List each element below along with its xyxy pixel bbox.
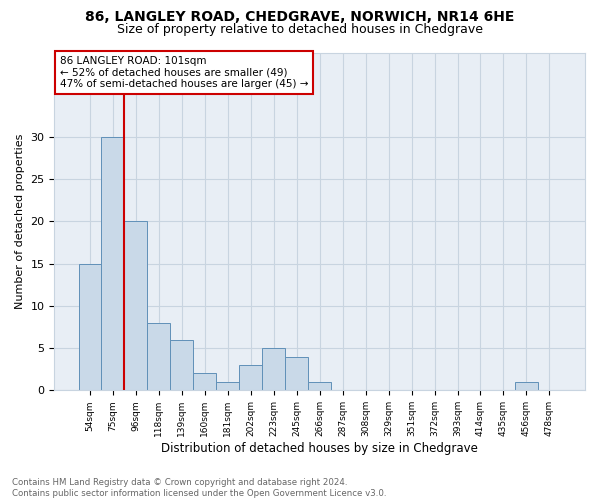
Bar [101,137,124,390]
Bar [262,348,285,391]
Text: Contains HM Land Registry data © Crown copyright and database right 2024.
Contai: Contains HM Land Registry data © Crown c… [12,478,386,498]
Bar [170,340,193,390]
Bar [239,365,262,390]
Bar [285,356,308,390]
Text: Size of property relative to detached houses in Chedgrave: Size of property relative to detached ho… [117,22,483,36]
Bar [308,382,331,390]
Y-axis label: Number of detached properties: Number of detached properties [15,134,25,309]
Bar [79,264,101,390]
X-axis label: Distribution of detached houses by size in Chedgrave: Distribution of detached houses by size … [161,442,478,455]
Bar [515,382,538,390]
Bar [148,323,170,390]
Bar [124,222,148,390]
Bar [217,382,239,390]
Text: 86 LANGLEY ROAD: 101sqm
← 52% of detached houses are smaller (49)
47% of semi-de: 86 LANGLEY ROAD: 101sqm ← 52% of detache… [60,56,308,89]
Bar [193,374,217,390]
Text: 86, LANGLEY ROAD, CHEDGRAVE, NORWICH, NR14 6HE: 86, LANGLEY ROAD, CHEDGRAVE, NORWICH, NR… [85,10,515,24]
